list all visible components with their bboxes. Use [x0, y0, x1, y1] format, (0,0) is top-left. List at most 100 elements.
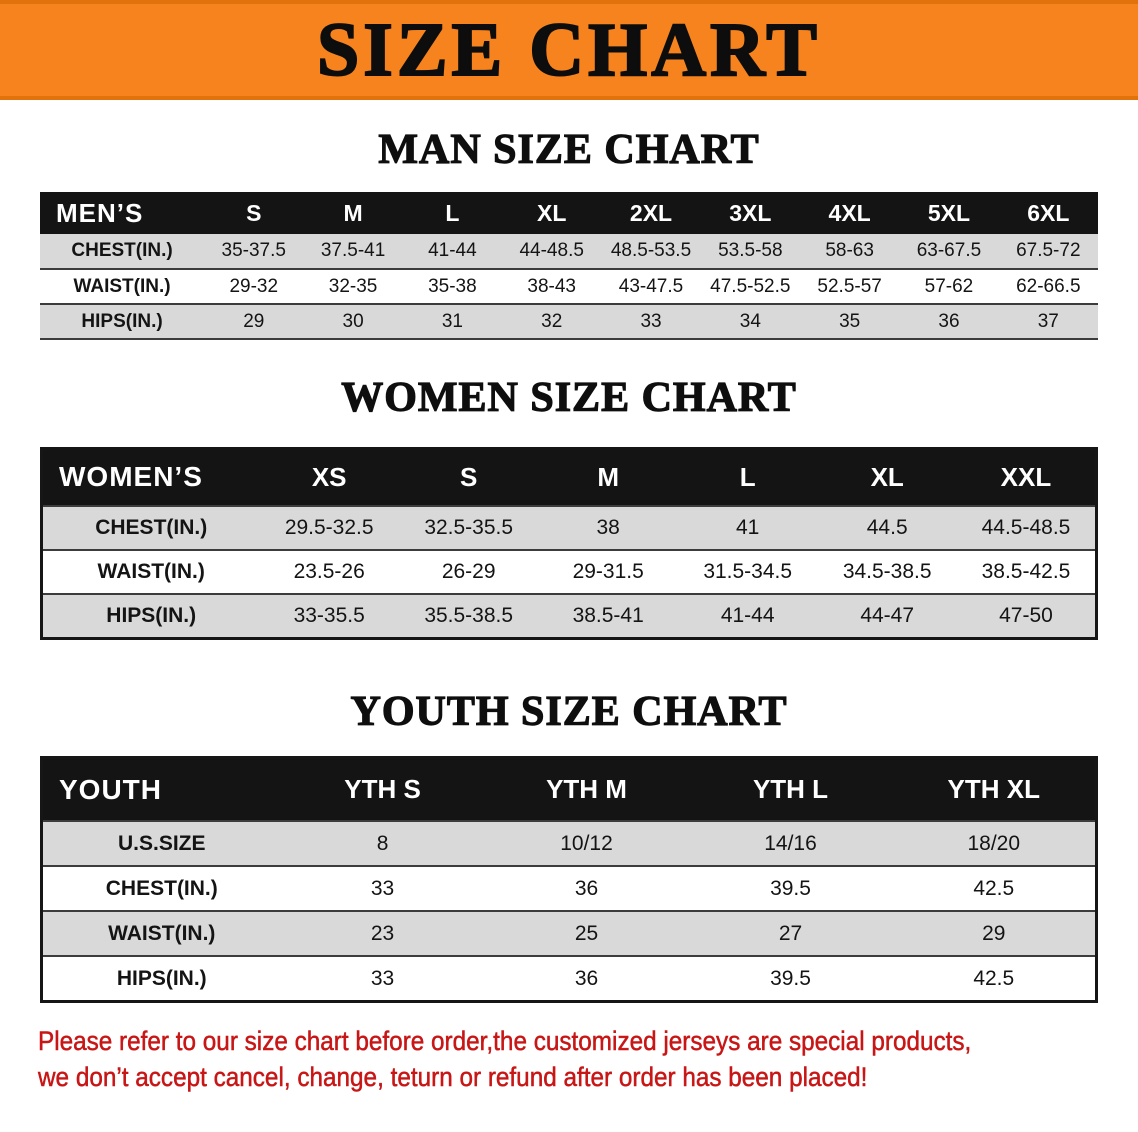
table-cell: 47.5-52.5	[700, 269, 800, 306]
column-header: 6XL	[1027, 199, 1070, 226]
table-cell: 63-67.5	[899, 234, 999, 271]
table-cell: 38.5-42.5	[956, 549, 1097, 595]
row-label: WAIST(IN.)	[40, 269, 205, 306]
table-cell: 29	[892, 910, 1097, 957]
table-cell: 29-31.5	[538, 549, 678, 595]
row-label: HIPS(IN.)	[41, 593, 260, 639]
table-cell: 33	[280, 865, 485, 912]
table-cell: 30	[303, 304, 403, 341]
row-label: HIPS(IN.)	[40, 304, 205, 341]
column-header: 2XL	[629, 199, 673, 226]
table-cell: 48.5-53.5	[601, 234, 701, 271]
row-label: CHEST(IN.)	[41, 505, 260, 551]
table-cell: 39.5	[688, 955, 893, 1002]
table-row: WAIST(IN.) 23.5-26 26-29 29-31.5 31.5-34.5 34…	[41, 549, 1097, 595]
table-cell: 34	[700, 304, 800, 341]
table-cell: 26-29	[398, 549, 539, 595]
column-header: XL	[537, 199, 567, 226]
youth-size-chart-heading: YOUTH SIZE CHART	[350, 688, 788, 735]
corner-label: MEN’S	[56, 197, 144, 228]
table-cell: 29.5-32.5	[259, 505, 399, 551]
table-row: HIPS(IN.) 29 30 31 32 33 34 35 36 37	[40, 304, 1098, 341]
row-label: WAIST(IN.)	[41, 910, 281, 957]
table-cell: 29-32	[204, 269, 304, 306]
table-row: CHEST(IN.) 35-37.5 37.5-41 41-44 44-48.5 48.5…	[40, 234, 1098, 271]
row-label: WAIST(IN.)	[41, 549, 260, 595]
corner-label: YOUTH	[59, 773, 162, 805]
table-row: U.S.SIZE 8 10/12 14/16 18/20	[41, 820, 1097, 867]
corner-label: WOMEN’S	[59, 461, 203, 493]
table-cell: 27	[688, 910, 893, 957]
header-row: MEN’S S M L XL 2XL 3XL 4XL 5XL 6XL	[40, 192, 1098, 235]
footer-note: Please refer to our size chart before or…	[38, 1023, 1138, 1096]
table-cell: 23	[280, 910, 485, 957]
column-header: YTH M	[546, 774, 627, 805]
youth-section: YOUTH SIZE CHART YOUTH YTH S YTH M YTH L YTH…	[0, 688, 1138, 1003]
table-cell: 62-66.5	[998, 269, 1098, 306]
table-row: CHEST(IN.) 29.5-32.5 32.5-35.5 38 41 44.5 44.5…	[41, 505, 1097, 551]
column-header: 3XL	[729, 199, 772, 226]
table-cell: 33-35.5	[259, 593, 399, 639]
table-cell: 41-44	[402, 234, 503, 271]
table-row: HIPS(IN.) 33 36 39.5 42.5	[41, 955, 1097, 1002]
table-cell: 44-47	[817, 593, 957, 639]
table-cell: 32	[502, 304, 602, 341]
row-label: U.S.SIZE	[41, 820, 281, 867]
column-header: XS	[311, 461, 347, 492]
women-size-table: WOMEN’S XS S M L XL XXL CHEST(IN.) 29.5-32.5 32.5…	[40, 446, 1098, 640]
row-label: CHEST(IN.)	[41, 865, 281, 912]
table-cell: 31	[402, 304, 503, 341]
table-cell: 42.5	[892, 865, 1097, 912]
table-row: HIPS(IN.) 33-35.5 35.5-38.5 38.5-41 41-44 44-…	[41, 593, 1097, 639]
table-cell: 38-43	[502, 269, 602, 306]
table-cell: 33	[280, 955, 485, 1002]
table-row: WAIST(IN.) 23 25 27 29	[41, 910, 1097, 957]
table-cell: 41	[677, 505, 818, 551]
table-cell: 38	[538, 505, 678, 551]
table-cell: 36	[484, 865, 689, 912]
table-cell: 47-50	[956, 593, 1097, 639]
table-cell: 35-37.5	[204, 234, 304, 271]
header-row: YOUTH YTH S YTH M YTH L YTH XL	[41, 757, 1097, 822]
column-header: YTH L	[752, 774, 829, 805]
table-cell: 18/20	[892, 820, 1097, 867]
table-cell: 8	[280, 820, 485, 867]
column-header: XL	[870, 461, 904, 492]
youth-size-table: YOUTH YTH S YTH M YTH L YTH XL U.S.SIZE 8 10/12…	[40, 755, 1098, 1003]
table-cell: 44.5-48.5	[956, 505, 1097, 551]
table-cell: 23.5-26	[259, 549, 399, 595]
header-row: WOMEN’S XS S M L XL XXL	[41, 448, 1097, 507]
men-size-table: MEN’S S M L XL 2XL 3XL 4XL 5XL 6XL CHEST(IN.) 35-37…	[40, 192, 1098, 341]
column-header: S	[460, 461, 478, 492]
column-header: XXL	[1000, 461, 1052, 492]
table-cell: 31.5-34.5	[677, 549, 818, 595]
column-header: YTH XL	[947, 774, 1040, 805]
table-cell: 34.5-38.5	[817, 549, 957, 595]
banner-title: SIZE CHART	[316, 8, 821, 92]
column-header: 5XL	[927, 199, 971, 226]
table-cell: 44.5	[817, 505, 957, 551]
table-cell: 42.5	[892, 955, 1097, 1002]
table-cell: 36	[484, 955, 689, 1002]
table-cell: 58-63	[799, 234, 900, 271]
table-cell: 25	[484, 910, 689, 957]
footer-note-line2: we don’t accept cancel, change, teturn o…	[38, 1062, 868, 1093]
table-cell: 32-35	[303, 269, 403, 306]
table-cell: 43-47.5	[601, 269, 701, 306]
men-section: MAN SIZE CHART MEN’S S M L XL 2XL 3XL 4XL 5XL 6XL…	[0, 126, 1138, 341]
table-cell: 35.5-38.5	[398, 593, 539, 639]
table-cell: 37.5-41	[303, 234, 403, 271]
size-chart-banner: SIZE CHART	[0, 0, 1138, 100]
column-header: L	[739, 461, 756, 492]
row-label: HIPS(IN.)	[41, 955, 281, 1002]
table-cell: 35-38	[402, 269, 503, 306]
table-cell: 14/16	[688, 820, 893, 867]
women-size-chart-heading: WOMEN SIZE CHART	[341, 375, 797, 422]
table-row: CHEST(IN.) 33 36 39.5 42.5	[41, 865, 1097, 912]
man-size-chart-heading: MAN SIZE CHART	[378, 126, 760, 173]
women-section: WOMEN SIZE CHART WOMEN’S XS S M L XL XXL CHEST(…	[0, 374, 1138, 640]
table-cell: 53.5-58	[700, 234, 800, 271]
table-cell: 29	[204, 304, 304, 341]
footer-note-line1: Please refer to our size chart before or…	[38, 1025, 972, 1057]
table-cell: 38.5-41	[538, 593, 678, 639]
